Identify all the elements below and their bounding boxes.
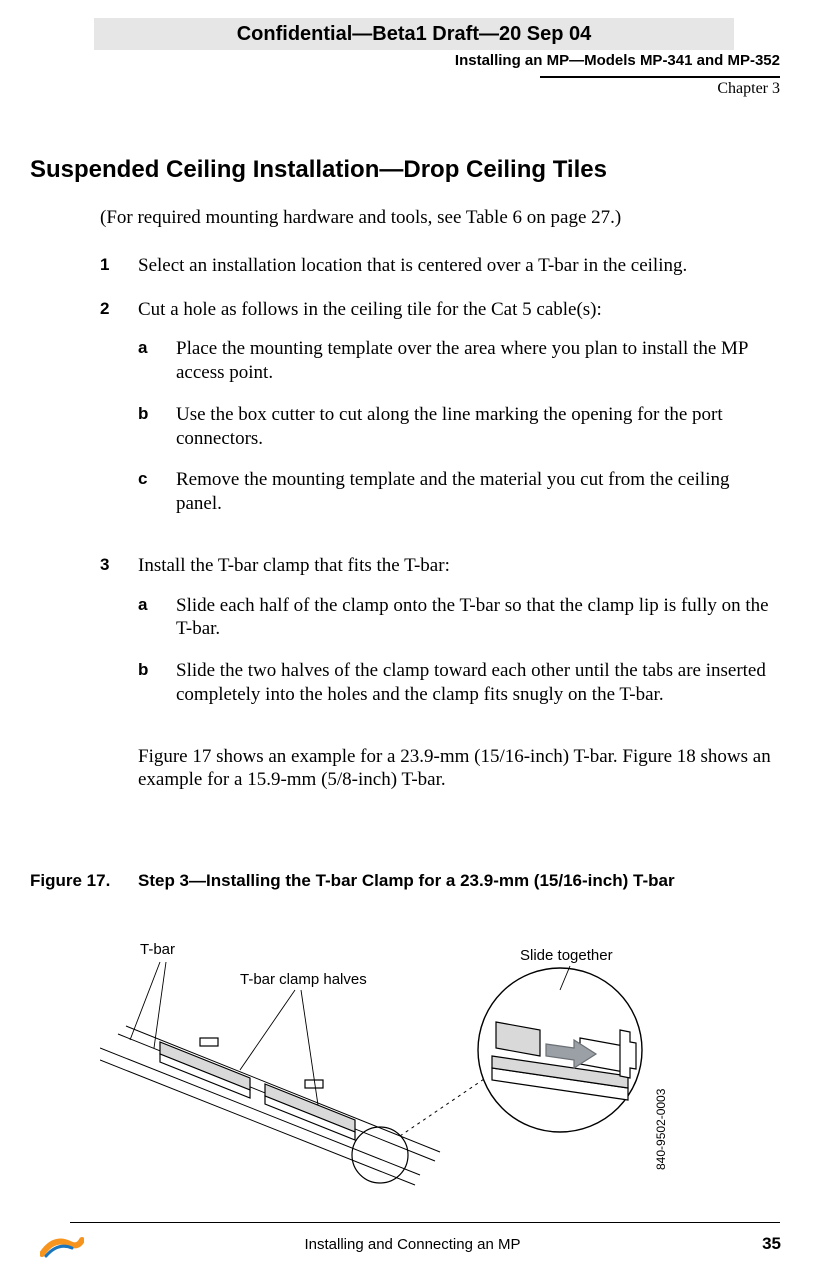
step-2-sublist: a Place the mounting template over the a… [138,337,780,516]
step-3b: b Slide the two halves of the clamp towa… [138,659,780,707]
substep-text: Use the box cutter to cut along the line… [176,403,780,451]
step-2b: b Use the box cutter to cut along the li… [138,403,780,451]
chapter-label: Chapter 3 [0,80,780,98]
header-rule [540,76,780,78]
confidential-banner: Confidential—Beta1 Draft—20 Sep 04 [94,18,734,50]
substep-marker: a [138,594,176,642]
page: Confidential—Beta1 Draft—20 Sep 04 Insta… [0,0,825,1283]
substep-marker: b [138,403,176,451]
substep-text: Place the mounting template over the are… [176,337,780,385]
figure-17-caption: Figure 17. Step 3—Installing the T-bar C… [30,870,790,893]
doc-title: Installing an MP—Models MP-341 and MP-35… [0,52,780,69]
step-3-lead: Install the T-bar clamp that fits the T-… [138,555,450,576]
step-text: Install the T-bar clamp that fits the T-… [138,554,780,725]
step-marker: 2 [100,298,138,534]
figure-title: Step 3—Installing the T-bar Clamp for a … [138,870,790,893]
page-number: 35 [762,1234,781,1254]
section-heading: Suspended Ceiling Installation—Drop Ceil… [30,156,790,184]
substep-text: Slide the two halves of the clamp toward… [176,659,780,707]
step-3a: a Slide each half of the clamp onto the … [138,594,780,642]
footer-rule [70,1222,780,1223]
figure-number: Figure 17. [30,870,138,893]
substep-text: Slide each half of the clamp onto the T-… [176,594,780,642]
diagram-label-tbar: T-bar [140,941,175,958]
step-text: Cut a hole as follows in the ceiling til… [138,298,780,534]
step-marker: 3 [100,554,138,725]
step-1: 1 Select an installation location that i… [100,254,780,278]
body-content: (For required mounting hardware and tool… [100,206,780,812]
figure-reference-text: Figure 17 shows an example for a 23.9-mm… [138,745,780,793]
substep-marker: b [138,659,176,707]
figure-17-diagram: T-bar T-bar clamp halves Slide together … [100,930,720,1210]
substep-marker: a [138,337,176,385]
step-3-sublist: a Slide each half of the clamp onto the … [138,594,780,707]
step-2a: a Place the mounting template over the a… [138,337,780,385]
diagram-label-slide: Slide together [520,947,613,964]
step-text: Select an installation location that is … [138,254,780,278]
diagram-part-number: 840-9502-0003 [654,1088,668,1170]
step-marker: 1 [100,254,138,278]
step-2-lead: Cut a hole as follows in the ceiling til… [138,299,602,320]
step-3: 3 Install the T-bar clamp that fits the … [100,554,780,725]
substep-marker: c [138,468,176,516]
step-2: 2 Cut a hole as follows in the ceiling t… [100,298,780,534]
substep-text: Remove the mounting template and the mat… [176,468,780,516]
intro-text: (For required mounting hardware and tool… [100,206,780,230]
diagram-label-clamp-halves: T-bar clamp halves [240,971,367,988]
footer-text: Installing and Connecting an MP [0,1236,825,1253]
step-2c: c Remove the mounting template and the m… [138,468,780,516]
